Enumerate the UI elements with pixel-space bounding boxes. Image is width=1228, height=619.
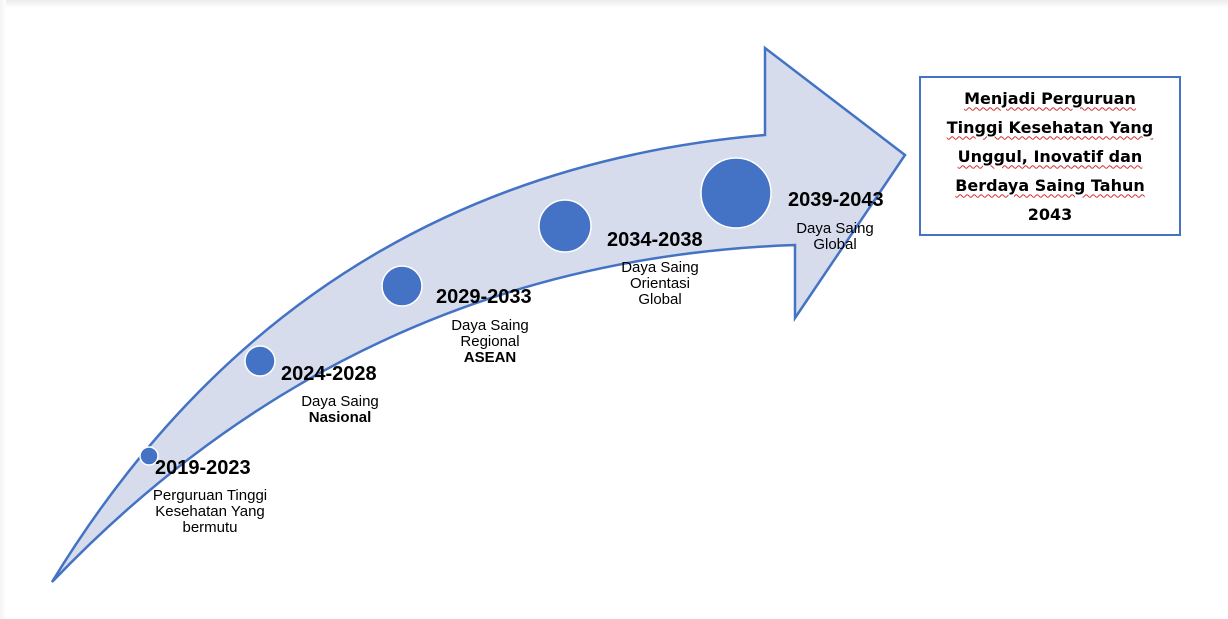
stage-4-marker <box>538 199 592 253</box>
stage-4-desc-line-1: Daya Saing <box>621 259 699 276</box>
stage-5-desc-line-1: Daya Saing <box>796 220 874 237</box>
vision-line-3: Unggul, Inovatif dan <box>957 146 1143 166</box>
stage-1: 2019-2023 Perguruan Tinggi Kesehatan Yan… <box>135 457 285 536</box>
vision-line-5: 2043 <box>1027 204 1073 224</box>
vision-line-2: Tinggi Kesehatan Yang <box>946 117 1154 137</box>
vision-statement-box: Menjadi Perguruan Tinggi Kesehatan Yang … <box>919 76 1181 236</box>
roadmap-arrow <box>50 45 907 583</box>
stage-1-year: 2019-2023 <box>155 457 251 479</box>
stage-3-year: 2029-2033 <box>436 286 532 308</box>
stage-4-year: 2034-2038 <box>607 229 703 251</box>
stage-4-desc-line-2: Orientasi <box>629 275 691 292</box>
stage-3-desc-line-3: ASEAN <box>463 349 517 366</box>
stage-5: 2039-2043 Daya Saing Global <box>770 189 900 253</box>
stage-2-year: 2024-2028 <box>281 363 377 385</box>
stage-1-desc-line-2: Kesehatan Yang <box>155 503 265 520</box>
stage-2-desc-line-2: Nasional <box>308 409 372 426</box>
vision-statement: Menjadi Perguruan Tinggi Kesehatan Yang … <box>937 84 1163 229</box>
stage-1-desc-line-3: bermutu <box>182 519 238 536</box>
stage-1-marker <box>139 446 159 466</box>
window-left-edge <box>0 0 6 619</box>
stage-5-year: 2039-2043 <box>788 189 884 211</box>
stage-3-marker <box>381 265 423 307</box>
stage-5-desc-line-2: Global <box>813 236 857 253</box>
window-top-shadow <box>0 0 1228 8</box>
stage-3: 2029-2033 Daya Saing Regional ASEAN <box>420 286 560 366</box>
stage-4-desc-line-3: Global <box>638 291 682 308</box>
stage-2-desc-line-1: Daya Saing <box>301 393 379 410</box>
stage-5-marker <box>700 157 772 229</box>
vision-line-4: Berdaya Saing Tahun <box>955 175 1145 195</box>
stage-4: 2034-2038 Daya Saing Orientasi Global <box>590 229 730 308</box>
vision-line-1: Menjadi Perguruan <box>964 88 1136 108</box>
stage-3-desc-line-2: Regional <box>460 333 520 350</box>
stage-1-desc-line-1: Perguruan Tinggi <box>152 487 268 504</box>
stage-2: 2024-2028 Daya Saing Nasional <box>270 363 410 426</box>
stage-2-marker <box>244 345 276 377</box>
stage-3-desc-line-1: Daya Saing <box>451 317 529 334</box>
